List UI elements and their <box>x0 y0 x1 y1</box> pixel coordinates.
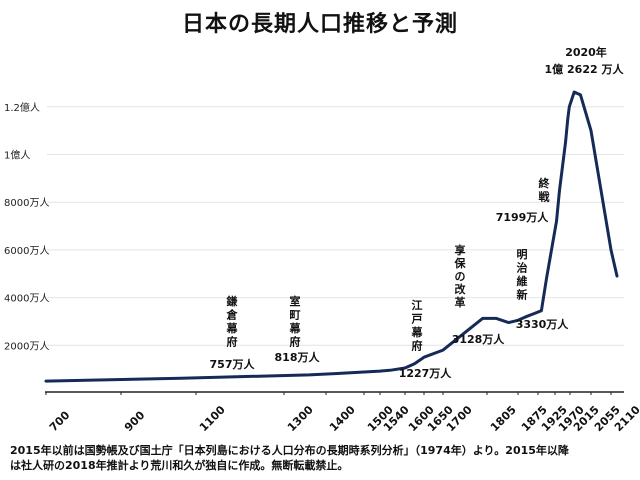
footnote-line-1: 2015年以前は国勢帳及び国土庁「日本列島における人口分布の長期時系列分析」（1… <box>10 444 569 457</box>
annotation-label-char: 2020年 <box>565 45 607 59</box>
x-tick-label: 900 <box>122 408 148 434</box>
data-point <box>561 165 564 168</box>
y-axis: 2000万人 4000万人 6000万人 8000万人 1億人 1.2億人 <box>4 101 624 352</box>
annotation-peak: 2020年 1億 2622 万人 <box>545 45 625 76</box>
annotation-label-char: 府 <box>227 335 238 349</box>
annotation-value: 3330万人 <box>516 317 570 331</box>
data-point <box>517 319 519 322</box>
data-point <box>442 349 444 351</box>
annotation-label-char: 幕 <box>411 325 424 339</box>
annotation-label-char: 幕 <box>289 321 302 335</box>
data-point <box>389 369 391 372</box>
annotation-label-char: 終 <box>539 176 551 190</box>
data-point <box>413 362 416 365</box>
annotation-value: 7199万人 <box>496 210 550 224</box>
data-point <box>481 317 484 320</box>
data-point <box>540 309 543 312</box>
annotation-label-char: の <box>455 270 466 283</box>
data-point <box>610 249 612 251</box>
data-point <box>525 315 527 318</box>
data-point <box>573 91 575 93</box>
data-point <box>600 189 602 192</box>
data-point <box>423 356 425 359</box>
data-point <box>567 117 569 120</box>
annotation-shusen: 終戦 7199万人 <box>496 176 551 224</box>
data-point <box>180 377 182 380</box>
annotation-label-char: 保 <box>454 256 467 270</box>
data-point <box>533 312 535 315</box>
series-line-population <box>44 90 619 383</box>
annotation-value: 3128万人 <box>452 332 506 346</box>
annotation-label-char: 倉 <box>226 308 239 322</box>
x-tick-label: 700 <box>47 408 73 434</box>
footnote: 2015年以前は国勢帳及び国土庁「日本列島における人口分布の長期時系列分析」（1… <box>10 443 635 473</box>
annotation-label-char: 治 <box>517 261 528 275</box>
data-point <box>564 141 567 144</box>
data-point <box>555 220 558 223</box>
annotation-layer: 鎌倉幕府757万人室町幕府818万人江戸幕府1227万人享保の改革3128万人明… <box>210 45 625 380</box>
data-point <box>308 374 311 376</box>
data-point <box>507 321 510 324</box>
annotation-value: 757万人 <box>210 357 256 371</box>
data-point <box>363 371 365 373</box>
y-tick-label: 4000万人 <box>4 293 49 305</box>
data-point <box>404 367 406 369</box>
chart-title: 日本の長期人口推移と予測 <box>181 12 458 37</box>
x-tick-label: 1300 <box>285 403 316 434</box>
data-point <box>45 380 47 382</box>
data-point <box>579 94 582 96</box>
footnote-line-2: は社人研の2018年推計より荒川和久が独自に作成。無断転載禁止。 <box>10 459 349 472</box>
y-tick-label: 8000万人 <box>4 197 49 209</box>
annotation-label-char: 戸 <box>412 313 423 326</box>
annotation-label-char: 町 <box>290 309 301 322</box>
annotation-label-char: 府 <box>290 335 301 349</box>
annotation-label-char: 享 <box>455 243 466 257</box>
annotation-label-char: 改 <box>455 282 467 296</box>
data-point <box>379 370 381 372</box>
data-point <box>558 189 561 192</box>
series-layer <box>44 90 619 383</box>
data-point <box>336 372 339 375</box>
annotation-label-char: 室 <box>290 294 301 308</box>
annotation-label-char: 新 <box>517 288 528 302</box>
x-tick-label: 1400 <box>327 403 358 434</box>
annotation-label-char: 戦 <box>539 190 551 204</box>
annotation-label-char: 革 <box>455 295 466 309</box>
y-tick-label: 6000万人 <box>4 245 49 257</box>
annotation-label-char: 維 <box>517 274 528 288</box>
data-point <box>545 277 548 280</box>
y-tick-label: 1.2億人 <box>4 101 40 114</box>
annotation-value: 818万人 <box>275 350 321 364</box>
annotation-label-char: 江 <box>412 298 423 312</box>
annotation-label-char: 幕 <box>226 321 239 335</box>
y-tick-label: 1億人 <box>4 149 30 162</box>
data-point <box>616 275 618 277</box>
y-tick-label: 2000万人 <box>4 340 49 352</box>
x-tick-label: 1805 <box>488 403 519 434</box>
annotation-label-char: 府 <box>412 339 423 353</box>
annotation-label-char: 明 <box>517 248 528 261</box>
data-point <box>495 317 498 320</box>
annotation-value: 1億 2622 万人 <box>545 62 625 76</box>
annotation-value: 1227万人 <box>399 366 453 380</box>
x-tick-label: 1100 <box>197 403 228 434</box>
data-point <box>590 129 592 132</box>
annotation-label-char: 鎌 <box>226 294 238 308</box>
data-point <box>568 106 571 108</box>
